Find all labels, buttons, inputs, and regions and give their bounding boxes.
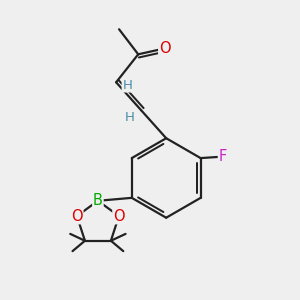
Text: O: O [113, 208, 125, 224]
Text: O: O [71, 208, 83, 224]
Text: F: F [219, 149, 227, 164]
Text: H: H [122, 79, 132, 92]
Text: H: H [125, 111, 135, 124]
Text: O: O [159, 41, 170, 56]
Text: B: B [93, 193, 103, 208]
